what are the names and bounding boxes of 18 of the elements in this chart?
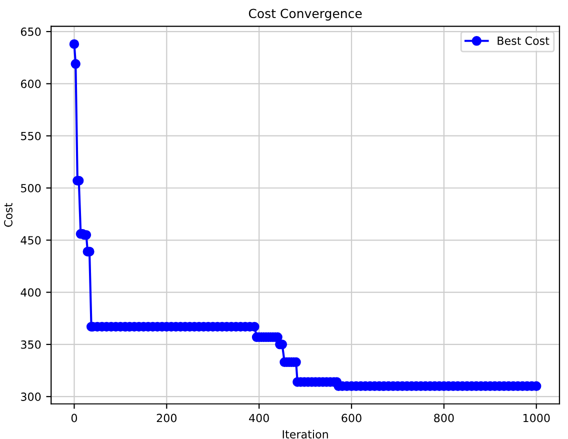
y-tick-label: 450 [20,236,41,245]
y-tick-label: 500 [21,184,41,192]
chart-title: Cost Convergence [248,8,362,21]
x-axis-title: Iteration [282,430,328,439]
y-axis-title: Cost [4,203,12,227]
x-tick-label: 800 [434,414,454,422]
x-tick-label: 600 [342,414,362,422]
x-tick-label: 1000 [523,414,550,422]
x-tick-label: 400 [249,414,269,422]
x-tick-label: 200 [156,414,177,422]
y-tick-label: 600 [20,80,41,88]
legend-label: Best Cost [498,36,550,45]
y-tick-label: 550 [21,132,41,140]
y-tick-label: 350 [21,340,41,349]
y-tick-label: 400 [20,288,41,297]
x-tick-label: 0 [71,414,78,422]
y-tick-label: 650 [20,28,41,36]
y-tick-label: 300 [21,392,41,401]
